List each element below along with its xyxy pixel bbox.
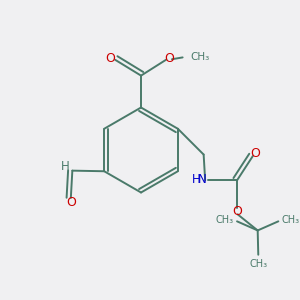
Text: H: H (61, 160, 70, 173)
Text: CH₃: CH₃ (281, 215, 299, 225)
Text: O: O (66, 196, 76, 209)
Text: O: O (250, 146, 260, 160)
Text: O: O (105, 52, 115, 65)
Text: CH₃: CH₃ (249, 259, 267, 269)
Text: CH₃: CH₃ (216, 215, 234, 225)
Text: O: O (165, 52, 175, 65)
Text: CH₃: CH₃ (190, 52, 209, 62)
Text: O: O (232, 205, 242, 218)
Text: N: N (198, 172, 207, 186)
Text: H: H (192, 172, 200, 186)
